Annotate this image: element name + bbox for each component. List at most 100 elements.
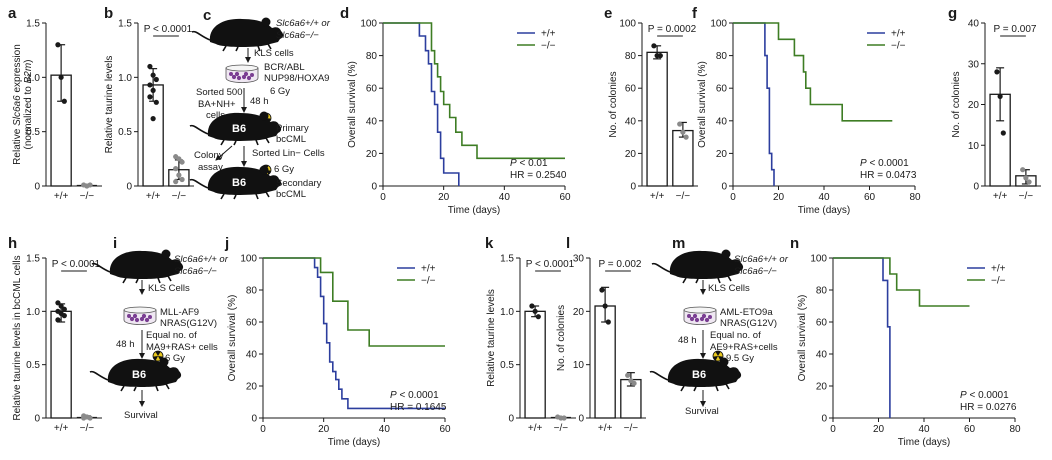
x-tick-label: −/−	[172, 191, 187, 202]
y-tick-label: 0	[126, 182, 132, 193]
y-tick-label: 40	[366, 116, 378, 127]
x-tick-label: 40	[379, 424, 391, 435]
x-tick-label: 40	[499, 192, 511, 203]
y-label-part: (normalized to	[23, 83, 34, 149]
x-tick-label: 0	[730, 192, 736, 203]
y-tick-label: 60	[816, 318, 828, 329]
secondary-line-1: Secondary	[276, 178, 322, 189]
data-point	[677, 121, 683, 127]
x-tick-label: −/−	[80, 191, 95, 202]
x-tick-label: 20	[438, 192, 450, 203]
data-point	[602, 303, 608, 309]
y-tick-label: 80	[625, 51, 637, 62]
legend-label: +/+	[991, 264, 1006, 275]
y-tick-label: 80	[246, 286, 258, 297]
y-axis-label: Relative taurine levels	[486, 289, 497, 387]
chart-f: f 0 20 40 60 80 100 0 20 40 60 80 Time (days) Overall…	[692, 5, 921, 216]
data-point	[1026, 179, 1032, 185]
y-tick-label: 20	[246, 382, 258, 393]
y-label-part: Relative	[12, 126, 23, 165]
charts-layer: a00.51.01.5+/+ −/−Relative Slc6a6 express…	[8, 5, 1041, 448]
panel-label-g: g	[948, 5, 957, 22]
chart-n: n 0 20 40 60 80 100 0 20 40 60 80 Time (days) Overall…	[790, 235, 1021, 448]
y-label-part: expression	[12, 44, 23, 95]
x-tick-label: 60	[964, 424, 976, 435]
equal-line-1: Equal no. of	[710, 330, 761, 341]
y-tick-label: 20	[816, 382, 828, 393]
y-tick-label: 60	[366, 84, 378, 95]
p-rest: < 0.01	[517, 158, 548, 169]
data-point	[1000, 130, 1006, 136]
data-point	[150, 72, 156, 78]
mouse-strain-label: B6	[132, 369, 146, 381]
p-symbol: P	[390, 390, 397, 401]
y-tick-label: 100	[619, 19, 636, 30]
time-label: 48 h	[250, 96, 269, 107]
survival-curve-ko	[833, 257, 970, 307]
mouse-strain-label: B6	[232, 177, 246, 189]
equal-line-2: MA9+RAS+ cells	[146, 342, 218, 353]
mouse-icon	[651, 248, 744, 284]
legend-label: +/+	[421, 264, 436, 275]
bar	[50, 310, 72, 419]
mouse-icon	[91, 248, 184, 284]
y-axis-label: No. of colonies	[556, 305, 567, 371]
p-value: P < 0.01	[510, 158, 548, 169]
p-value: P < 0.0001	[390, 390, 439, 401]
y-tick-label: 1.5	[26, 254, 40, 265]
hazard-ratio: HR = 0.0276	[960, 402, 1017, 413]
y-tick-label: 20	[366, 149, 378, 160]
legend-label: −/−	[991, 276, 1006, 287]
x-tick-label: 40	[818, 192, 830, 203]
data-point	[147, 82, 153, 88]
data-point	[683, 134, 689, 140]
construct-2: NRAS(G12V)	[720, 318, 777, 329]
y-tick-label: 20	[716, 149, 728, 160]
p-value: P < 0.0001	[144, 24, 193, 35]
y-tick-label: 100	[710, 19, 727, 30]
chart-j: j 0 20 40 60 80 100 0 20 40 60 Time (days) Overall s…	[224, 235, 451, 448]
p-value: P = 0.0002	[648, 24, 697, 35]
data-point	[55, 42, 61, 48]
construct-1: BCR/ABL	[264, 62, 305, 73]
y-tick-label: 10	[968, 141, 980, 152]
y-tick-label: 0.5	[500, 360, 514, 371]
chart-h: h 0 0.5 1.0 1.5 +/+ −/− Relative taurine levels…	[8, 235, 102, 434]
data-point	[631, 380, 637, 386]
genotype-line-1: Slc6a6+/+ or	[276, 18, 331, 29]
panel-label-h: h	[8, 235, 17, 252]
x-tick-label: 0	[380, 192, 386, 203]
data-point	[651, 43, 657, 49]
y-tick-label: 1.5	[118, 19, 132, 30]
secondary-line-2: bcCML	[276, 189, 306, 200]
legend-label: +/+	[541, 29, 556, 40]
data-point	[605, 319, 611, 325]
panel-label-a: a	[8, 5, 17, 22]
primary-line-1: Primary	[276, 123, 309, 134]
sorted-lin-label: Sorted Lin− Cells	[252, 148, 325, 159]
x-tick-label: 0	[260, 424, 266, 435]
data-point	[55, 300, 61, 306]
y-axis-label: No. of colonies	[608, 71, 619, 137]
sorted-line-3: cells	[206, 110, 225, 121]
data-point	[173, 166, 179, 172]
x-tick-label: 80	[1009, 424, 1021, 435]
data-point	[61, 306, 67, 312]
x-tick-label: 20	[873, 424, 885, 435]
y-tick-label: 40	[246, 350, 258, 361]
dose-label: 9.5 Gy	[726, 353, 754, 364]
y-tick-label: 0	[251, 414, 257, 425]
genotype-line-2: Slc6a6−/−	[276, 30, 319, 41]
p-value: P = 0.007	[994, 24, 1037, 35]
chart-g: g 0 10 20 30 40 +/+ −/− No. of colonies P = 0.007	[948, 5, 1041, 202]
y-tick-label: 0	[973, 182, 979, 193]
schematic-c: c Slc6a6+/+ or Slc6a6−/− KLS cells BCR/A…	[189, 7, 331, 200]
panel-label-l: l	[566, 235, 570, 252]
culture-dish-icon	[683, 306, 717, 325]
p-value: P = 0.002	[599, 259, 642, 270]
data-point	[532, 308, 538, 314]
sorted-line-2: BA+NH+	[198, 99, 236, 110]
y-tick-label: 1.0	[500, 307, 514, 318]
y-tick-label: 0	[630, 182, 636, 193]
